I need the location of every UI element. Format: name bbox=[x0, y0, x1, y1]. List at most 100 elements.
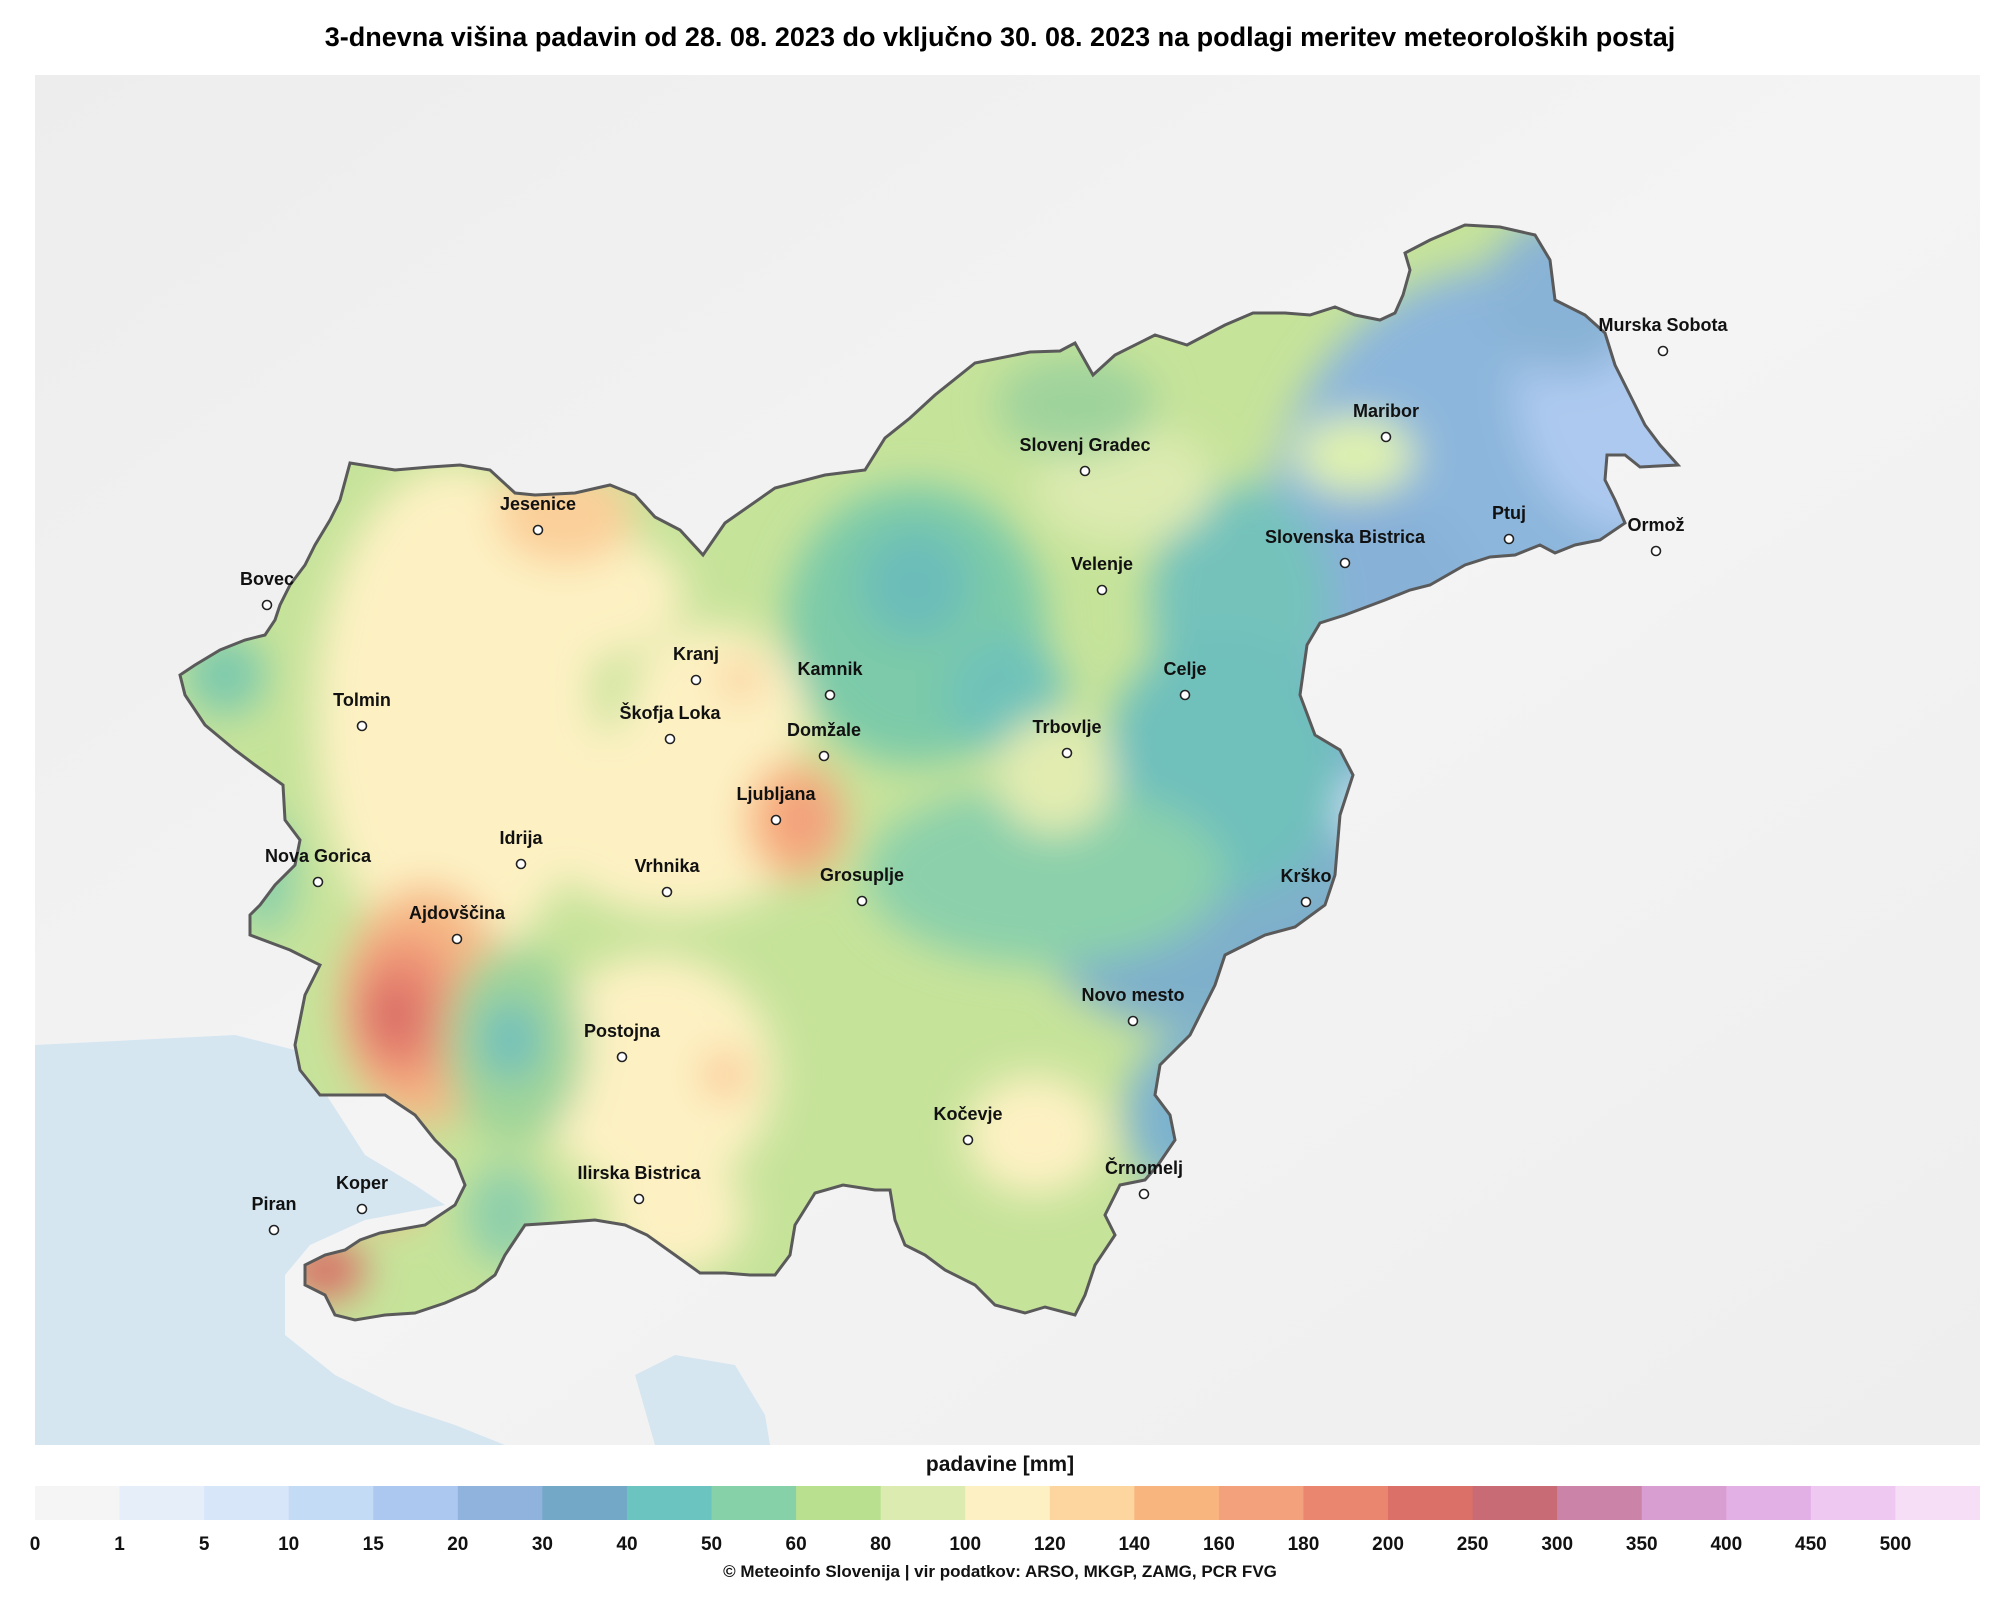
city-marker[interactable]: Tolmin bbox=[333, 690, 391, 732]
city-label: Tolmin bbox=[333, 690, 391, 710]
city-dot bbox=[451, 933, 463, 945]
city-marker[interactable]: Novo mesto bbox=[1081, 985, 1185, 1027]
city-marker[interactable]: Ilirska Bistrica bbox=[577, 1163, 702, 1205]
city-dot bbox=[770, 814, 782, 826]
city-dot bbox=[261, 599, 273, 611]
city-marker[interactable]: Maribor bbox=[1353, 401, 1419, 443]
legend-swatch bbox=[626, 1486, 713, 1520]
city-dot bbox=[1138, 1188, 1150, 1200]
city-dot bbox=[1657, 345, 1669, 357]
legend-swatch bbox=[204, 1486, 290, 1520]
legend-title: padavine [mm] bbox=[925, 1453, 1075, 1476]
city-marker[interactable]: Velenje bbox=[1071, 554, 1133, 596]
legend-swatch bbox=[796, 1486, 882, 1520]
legend-swatch bbox=[457, 1486, 543, 1520]
city-marker[interactable]: Trbovlje bbox=[1032, 717, 1102, 759]
legend-tick-label: 400 bbox=[1710, 1534, 1743, 1555]
city-label: Ilirska Bistrica bbox=[577, 1163, 701, 1183]
city-marker[interactable]: Koper bbox=[336, 1173, 388, 1215]
city-marker[interactable]: Piran bbox=[251, 1194, 297, 1236]
legend-tick-label: 80 bbox=[870, 1534, 892, 1555]
city-dot bbox=[1079, 465, 1091, 477]
city-marker[interactable]: Kamnik bbox=[797, 659, 863, 701]
map-title: 3-dnevna višina padavin od 28. 08. 2023 … bbox=[324, 22, 1676, 52]
legend-tick-label: 1 bbox=[114, 1534, 125, 1555]
city-marker[interactable]: Grosuplje bbox=[820, 865, 904, 907]
city-dot bbox=[312, 876, 324, 888]
legend-tick-label: 300 bbox=[1541, 1534, 1574, 1555]
city-label: Kranj bbox=[673, 644, 719, 664]
legend-swatch bbox=[1134, 1486, 1220, 1520]
city-label: Kamnik bbox=[797, 659, 863, 679]
city-label: Koper bbox=[336, 1173, 388, 1193]
city-dot bbox=[1096, 584, 1108, 596]
legend-tick-label: 140 bbox=[1118, 1534, 1151, 1555]
adriatic-sea bbox=[35, 1035, 505, 1445]
city-label: Nova Gorica bbox=[265, 846, 372, 866]
city-label: Ajdovščina bbox=[409, 903, 506, 923]
city-marker[interactable]: Idrija bbox=[499, 828, 543, 870]
city-dot bbox=[1339, 557, 1351, 569]
city-label: Postojna bbox=[584, 1021, 661, 1041]
legend-tick-label: 180 bbox=[1287, 1534, 1320, 1555]
city-marker[interactable]: Ajdovščina bbox=[409, 903, 506, 945]
city-dot bbox=[633, 1193, 645, 1205]
city-marker[interactable]: Škofja Loka bbox=[619, 702, 722, 745]
city-dot bbox=[1061, 747, 1073, 759]
city-marker[interactable]: Kranj bbox=[673, 644, 719, 686]
city-label: Jesenice bbox=[500, 494, 576, 514]
city-marker[interactable]: Nova Gorica bbox=[265, 846, 372, 888]
legend-tick-label: 20 bbox=[447, 1534, 469, 1555]
legend-tick-label: 450 bbox=[1795, 1534, 1827, 1555]
city-dot bbox=[1380, 431, 1392, 443]
city-marker[interactable]: Ljubljana bbox=[736, 784, 816, 826]
legend-swatch bbox=[119, 1486, 205, 1520]
city-marker[interactable]: Celje bbox=[1163, 659, 1207, 701]
city-label: Trbovlje bbox=[1032, 717, 1101, 737]
city-label: Škofja Loka bbox=[619, 702, 721, 723]
legend-swatch bbox=[1557, 1486, 1643, 1520]
city-label: Ormož bbox=[1627, 515, 1684, 535]
legend-swatch bbox=[1472, 1486, 1558, 1520]
legend-swatch bbox=[1218, 1486, 1304, 1520]
legend-tick-label: 160 bbox=[1203, 1534, 1235, 1555]
data-credit: © Meteoinfo Slovenija | vir podatkov: AR… bbox=[723, 1562, 1277, 1581]
legend-swatch bbox=[1388, 1486, 1474, 1520]
city-marker[interactable]: Ormož bbox=[1627, 515, 1685, 557]
city-marker[interactable]: Domžale bbox=[787, 720, 861, 762]
city-marker[interactable]: Slovenska Bistrica bbox=[1265, 527, 1426, 569]
city-dot bbox=[856, 895, 868, 907]
city-dot bbox=[661, 886, 673, 898]
legend-tick-label: 40 bbox=[616, 1534, 638, 1555]
legend-swatch bbox=[1726, 1486, 1812, 1520]
city-marker[interactable]: Jesenice bbox=[500, 494, 576, 536]
city-marker[interactable]: Vrhnika bbox=[634, 856, 701, 898]
city-marker[interactable]: Krško bbox=[1280, 866, 1332, 908]
city-marker[interactable]: Ptuj bbox=[1492, 503, 1526, 545]
city-marker[interactable]: Murska Sobota bbox=[1598, 315, 1728, 357]
legend-swatch bbox=[1303, 1486, 1389, 1520]
legend-tick-label: 60 bbox=[785, 1534, 807, 1555]
city-marker[interactable]: Bovec bbox=[240, 569, 294, 611]
city-marker[interactable]: Kočevje bbox=[933, 1104, 1003, 1146]
city-label: Krško bbox=[1280, 866, 1331, 886]
legend-tick-label: 200 bbox=[1372, 1534, 1404, 1555]
legend-swatch bbox=[542, 1486, 628, 1520]
city-dot bbox=[962, 1134, 974, 1146]
legend-ticks: 0 1 5 10 15 20 30 40 50 60 80 100 120 140 160 180 200 250… bbox=[0, 1534, 2000, 1558]
city-marker[interactable]: Postojna bbox=[584, 1021, 661, 1063]
legend-swatch bbox=[1810, 1486, 1896, 1520]
legend-swatch bbox=[711, 1486, 797, 1520]
precipitation-map[interactable]: Murska Sobota Maribor Slovenj Gradec Ptuj Or… bbox=[35, 75, 1980, 1445]
adriatic-sea bbox=[635, 1355, 770, 1445]
legend-tick-label: 500 bbox=[1879, 1534, 1912, 1555]
city-label: Murska Sobota bbox=[1598, 315, 1728, 335]
city-marker[interactable]: Črnomelj bbox=[1105, 1157, 1183, 1200]
city-dot bbox=[616, 1051, 628, 1063]
city-label: Idrija bbox=[499, 828, 543, 848]
city-dot bbox=[1179, 689, 1191, 701]
city-dot bbox=[356, 1203, 368, 1215]
city-marker[interactable]: Slovenj Gradec bbox=[1019, 435, 1151, 477]
city-dot bbox=[818, 750, 830, 762]
legend-tick-label: 0 bbox=[29, 1534, 41, 1555]
